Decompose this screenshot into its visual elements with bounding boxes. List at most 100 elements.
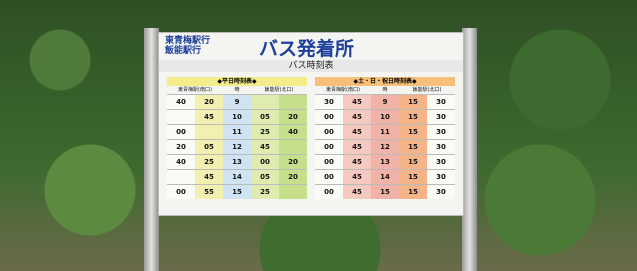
minute-cell: 30	[427, 155, 455, 169]
destination: 東青梅駅行	[165, 36, 210, 46]
minute-cell	[167, 110, 195, 124]
hour-cell: 13	[371, 155, 399, 169]
timetable-sign: 東青梅駅行 飯能駅行 バス発着所 バス時刻表 ◆平日時刻表◆東青梅駅(南口)時飯…	[158, 32, 464, 216]
minute-cell: 00	[315, 155, 343, 169]
minute-cell	[279, 95, 307, 109]
minute-cell: 45	[343, 140, 371, 154]
minute-cell: 20	[167, 140, 195, 154]
minute-cell: 25	[251, 125, 279, 139]
minute-cell: 30	[427, 185, 455, 199]
minute-cell: 45	[195, 170, 223, 184]
destination: 飯能駅行	[165, 46, 210, 56]
hour-cell: 10	[223, 110, 251, 124]
minute-cell: 20	[279, 110, 307, 124]
column-header: 東青梅駅(南口)	[315, 86, 371, 94]
minute-cell: 45	[251, 140, 279, 154]
minute-cell: 40	[167, 95, 195, 109]
sign-title: バス発着所	[259, 34, 354, 61]
minute-cell	[279, 140, 307, 154]
minute-cell: 20	[195, 95, 223, 109]
minute-cell: 15	[399, 140, 427, 154]
minute-cell: 15	[399, 170, 427, 184]
minute-cell: 30	[315, 95, 343, 109]
hour-cell: 15	[371, 185, 399, 199]
hour-cell: 13	[223, 155, 251, 169]
timetable-title: ◆土・日・祝日時刻表◆	[315, 77, 455, 86]
timetable-title: ◆平日時刻表◆	[167, 77, 307, 86]
minute-cell	[279, 185, 307, 199]
minute-cell: 30	[427, 125, 455, 139]
minute-cell	[167, 170, 195, 184]
sign-subtitle: バス時刻表	[159, 60, 463, 72]
minute-cell: 00	[315, 185, 343, 199]
minute-cell: 05	[251, 110, 279, 124]
hour-cell: 14	[223, 170, 251, 184]
hour-cell: 10	[371, 110, 399, 124]
hour-cell: 11	[371, 125, 399, 139]
minute-cell: 15	[399, 110, 427, 124]
minute-cell: 45	[343, 125, 371, 139]
minute-cell	[251, 95, 279, 109]
column-header: 飯能駅(北口)	[251, 86, 307, 94]
minute-cell: 40	[167, 155, 195, 169]
minute-cell: 05	[251, 170, 279, 184]
minute-cell: 45	[343, 95, 371, 109]
minute-cell: 30	[427, 140, 455, 154]
minute-cell: 45	[343, 155, 371, 169]
minute-cell: 30	[427, 170, 455, 184]
minute-cell: 15	[399, 125, 427, 139]
hour-cell: 9	[223, 95, 251, 109]
minute-cell: 15	[399, 95, 427, 109]
column-headers: 東青梅駅(南口)時飯能駅(北口)	[167, 86, 307, 94]
destinations: 東青梅駅行 飯能駅行	[165, 36, 210, 56]
minute-cell: 40	[279, 125, 307, 139]
hour-cell: 9	[371, 95, 399, 109]
minute-cell: 30	[427, 110, 455, 124]
hour-cell: 12	[371, 140, 399, 154]
minute-cell	[195, 125, 223, 139]
minute-cell: 00	[167, 125, 195, 139]
column-header: 東青梅駅(南口)	[167, 86, 223, 94]
minute-cell: 20	[279, 170, 307, 184]
column-header: 飯能駅(北口)	[399, 86, 455, 94]
photo-scene: 東青梅駅行 飯能駅行 バス発着所 バス時刻表 ◆平日時刻表◆東青梅駅(南口)時飯…	[0, 0, 637, 271]
minute-cell: 05	[195, 140, 223, 154]
minute-cell: 15	[399, 185, 427, 199]
column-headers: 東青梅駅(南口)時飯能駅(北口)	[315, 86, 455, 94]
sign-post	[462, 28, 477, 271]
hour-cell: 14	[371, 170, 399, 184]
minute-cell: 25	[195, 155, 223, 169]
column-header: 時	[371, 86, 399, 94]
minute-cell: 00	[315, 140, 343, 154]
hour-cell: 12	[223, 140, 251, 154]
minute-cell: 45	[195, 110, 223, 124]
minute-cell: 55	[195, 185, 223, 199]
minute-cell: 45	[343, 110, 371, 124]
minute-cell: 00	[315, 125, 343, 139]
hour-cell: 15	[223, 185, 251, 199]
column-header: 時	[223, 86, 251, 94]
minute-cell: 00	[167, 185, 195, 199]
sign-post	[144, 28, 159, 271]
minute-cell: 00	[251, 155, 279, 169]
minute-cell: 00	[315, 170, 343, 184]
minute-cell: 25	[251, 185, 279, 199]
minute-cell: 45	[343, 170, 371, 184]
minute-cell: 20	[279, 155, 307, 169]
minute-cell: 45	[343, 185, 371, 199]
minute-cell: 30	[427, 95, 455, 109]
minute-cell: 00	[315, 110, 343, 124]
